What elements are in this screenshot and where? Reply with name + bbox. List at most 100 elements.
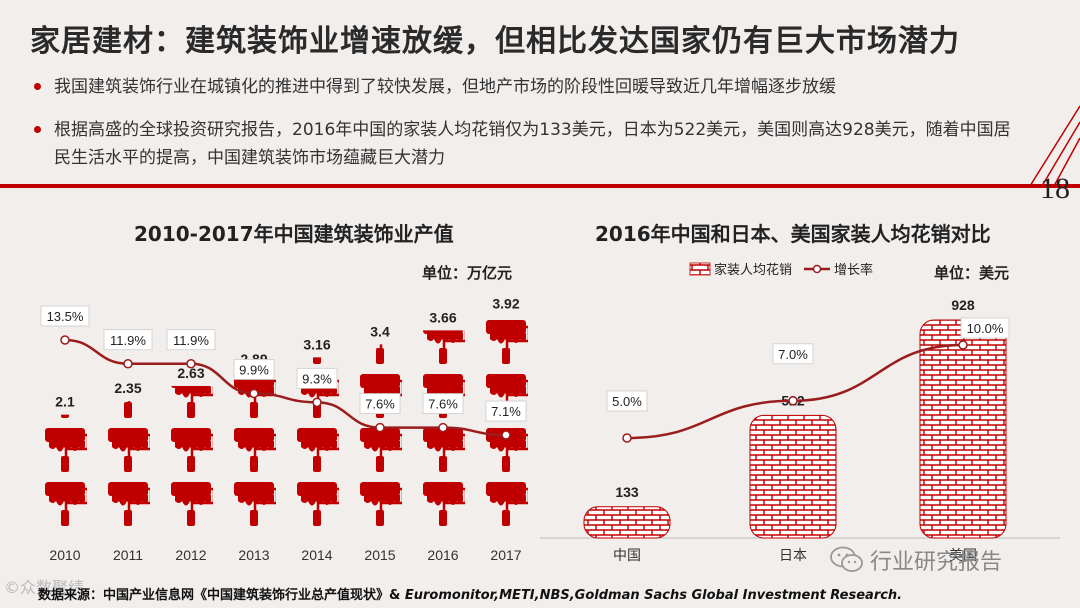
growth-point: [501, 430, 511, 440]
roller-unit: [486, 320, 528, 364]
wechat-icon: [830, 546, 863, 572]
x-tick-label: 2011: [113, 547, 143, 563]
roller-unit: [61, 414, 69, 418]
growth-label-box: [960, 317, 1010, 339]
growth-label: 7.6%: [428, 397, 458, 412]
x-tick-label: 2010: [49, 547, 80, 563]
roller-stack: [171, 385, 213, 526]
legend-label-bar: 家装人均花销: [714, 262, 792, 277]
bullet-dot: [34, 83, 41, 90]
growth-label-box: [296, 367, 338, 389]
watermark-right: 行业研究报告: [830, 544, 1002, 576]
growth-label: 13.5%: [47, 309, 84, 324]
growth-label-box: [166, 329, 216, 351]
roller-unit: [171, 482, 213, 526]
growth-label: 7.6%: [365, 397, 395, 412]
growth-label-box: [606, 390, 648, 412]
legend-swatch-point: [812, 264, 822, 274]
growth-label: 7.1%: [491, 404, 521, 419]
roller-unit: [423, 428, 465, 472]
roller-stack: [234, 374, 276, 526]
growth-point: [438, 422, 448, 433]
x-tick-label: 美国: [949, 547, 977, 563]
bar-value-label: 3.66: [429, 309, 456, 325]
roller-unit: [313, 357, 321, 364]
roller-stack: [108, 401, 150, 526]
source-note: 数据来源：中国产业信息网《中国建筑装饰行业总产值现状》& Euromonitor…: [38, 584, 902, 603]
x-tick-label: 2013: [238, 547, 269, 563]
left-chart-title: 2010-2017年中国建筑装饰业产值: [134, 222, 454, 246]
watermark-right-text: 行业研究报告: [870, 550, 1003, 575]
roller-stack: [486, 320, 528, 526]
right-chart-unit: 单位：美元: [934, 264, 1010, 282]
roller-unit: [376, 344, 384, 364]
roller-unit: [360, 428, 402, 472]
growth-label-box: [40, 305, 90, 327]
legend-label-line: 增长率: [834, 262, 873, 277]
legend: 家装人均花销 增长率: [689, 262, 873, 277]
growth-label: 9.9%: [239, 362, 269, 377]
roller-unit: [45, 482, 87, 526]
bar-value-label: 133: [615, 484, 639, 500]
roller-unit: [108, 428, 150, 472]
bar-value-label: 3.92: [492, 295, 519, 311]
growth-label: 7.0%: [778, 347, 808, 362]
growth-label-box: [422, 393, 464, 414]
x-tick-label: 2016: [427, 547, 458, 563]
roller-unit: [423, 330, 465, 364]
source-italic: Euromonitor,METI,NBS,Goldman Sachs Globa…: [404, 588, 903, 603]
bar: [919, 319, 1007, 539]
bar-value-label: 928: [951, 297, 975, 313]
growth-point: [60, 335, 70, 345]
growth-label-box: [103, 329, 153, 351]
source-prefix: 数据来源：中国产业信息网《中国建筑装饰行业总产值现状》&: [38, 588, 405, 603]
bar: [749, 414, 837, 539]
slide-title: 家居建材：建筑装饰业增速放缓，但相比发达国家仍有巨大市场潜力: [30, 24, 960, 59]
roller-unit: [297, 482, 339, 526]
growth-point: [312, 397, 322, 408]
roller-unit: [486, 482, 528, 526]
growth-label-box: [772, 343, 814, 365]
roller-unit: [45, 428, 87, 472]
growth-point: [958, 340, 968, 350]
growth-point: [186, 359, 196, 369]
left-chart-unit: 单位：万亿元: [422, 264, 513, 282]
roller-stack: [423, 330, 465, 526]
bullet-1: 我国建筑装饰行业在城镇化的推进中得到了较快发展，但地产市场的阶段性回暖导致近几年…: [34, 73, 1024, 101]
x-tick-label: 中国: [613, 547, 641, 563]
roller-unit: [108, 482, 150, 526]
bar-value-label: 3.16: [303, 336, 330, 352]
page-number: 18: [1040, 172, 1070, 205]
corner-decoration: [1029, 105, 1080, 187]
roller-unit: [171, 428, 213, 472]
x-tick-label: 日本: [779, 547, 807, 563]
right-chart-title: 2016年中国和日本、美国家装人均花销对比: [595, 222, 991, 246]
growth-label: 5.0%: [612, 394, 642, 409]
roller-stack: [360, 344, 402, 526]
legend-swatch-bar: [689, 262, 711, 276]
growth-label: 11.9%: [110, 333, 146, 348]
growth-point: [123, 359, 133, 369]
bullet-2-text: 根据高盛的全球投资研究报告，2016年中国的家装人均花销仅为133美元，日本为5…: [54, 120, 1011, 168]
bar-value-label: 2.1: [55, 394, 75, 410]
growth-label: 10.0%: [967, 321, 1004, 336]
roller-stack: [45, 414, 87, 526]
roller-unit: [124, 401, 132, 418]
roller-unit: [171, 385, 213, 418]
roller-unit: [360, 482, 402, 526]
bullet-1-text: 我国建筑装饰行业在城镇化的推进中得到了较快发展，但地产市场的阶段性回暖导致近几年…: [54, 77, 836, 97]
left-chart: 2.120102.3520112.6320122.8920133.1620143…: [40, 295, 528, 563]
bullet-2: 根据高盛的全球投资研究报告，2016年中国的家装人均花销仅为133美元，日本为5…: [34, 116, 1024, 172]
roller-unit: [423, 482, 465, 526]
growth-label-box: [233, 359, 275, 380]
growth-label: 11.9%: [173, 333, 209, 348]
growth-point: [249, 388, 259, 399]
x-tick-label: 2015: [364, 547, 395, 563]
roller-unit: [234, 482, 276, 526]
roller-unit: [297, 428, 339, 472]
x-tick-label: 2014: [301, 547, 332, 563]
growth-label: 9.3%: [302, 371, 332, 386]
title-divider: [0, 184, 1080, 188]
bar: [583, 506, 671, 539]
